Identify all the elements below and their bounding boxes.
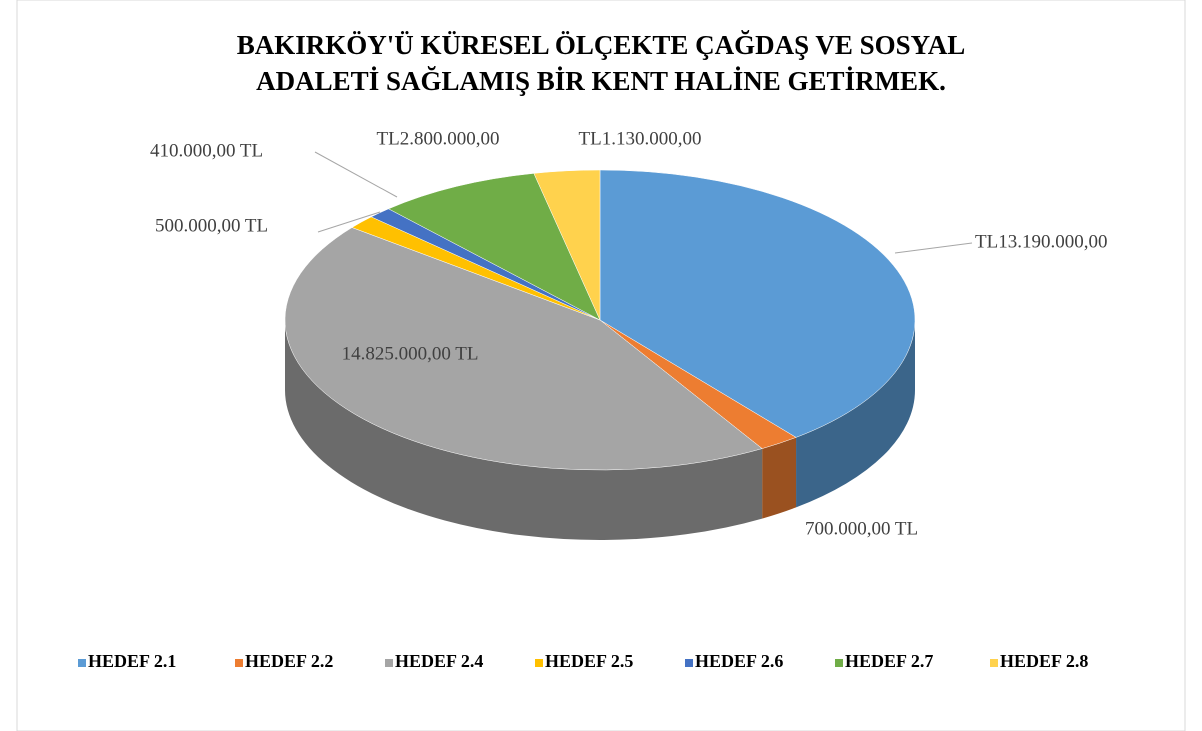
leader-line bbox=[317, 211, 381, 233]
legend-label: HEDEF 2.4 bbox=[395, 651, 483, 671]
legend-label: HEDEF 2.7 bbox=[845, 651, 933, 671]
pie-slice bbox=[533, 169, 601, 321]
pie-slice bbox=[387, 173, 601, 321]
data-label: TL1.130.000,00 bbox=[579, 128, 702, 149]
pie-slice-side bbox=[762, 437, 797, 519]
data-label: TL13.190.000,00 bbox=[975, 231, 1107, 252]
legend-label: HEDEF 2.6 bbox=[695, 651, 783, 671]
leader-line bbox=[894, 242, 973, 254]
data-label: 700.000,00 TL bbox=[805, 518, 918, 539]
pie-slice bbox=[284, 227, 763, 471]
legend-label: HEDEF 2.2 bbox=[245, 651, 333, 671]
chart-title: BAKIRKÖY'Ü KÜRESEL ÖLÇEKTE ÇAĞDAŞ VE SOS… bbox=[237, 30, 965, 60]
legend-swatch bbox=[990, 659, 998, 667]
pie-slice bbox=[599, 169, 916, 438]
leader-line bbox=[314, 151, 398, 198]
legend-swatch bbox=[535, 659, 543, 667]
legend-swatch bbox=[835, 659, 843, 667]
pie-slice-side bbox=[285, 320, 763, 540]
legend-swatch bbox=[685, 659, 693, 667]
legend-swatch bbox=[235, 659, 243, 667]
data-label: 500.000,00 TL bbox=[155, 215, 268, 236]
data-label: 410.000,00 TL bbox=[150, 140, 263, 161]
legend-label: HEDEF 2.8 bbox=[1000, 651, 1088, 671]
data-label: TL2.800.000,00 bbox=[377, 128, 500, 149]
legend-label: HEDEF 2.1 bbox=[88, 651, 176, 671]
legend-label: HEDEF 2.5 bbox=[545, 651, 633, 671]
chart-title: ADALETİ SAĞLAMIŞ BİR KENT HALİNE GETİRME… bbox=[256, 66, 946, 96]
pie-slice-side bbox=[796, 320, 916, 508]
legend-swatch bbox=[78, 659, 86, 667]
legend-swatch bbox=[385, 659, 393, 667]
data-label: 14.825.000,00 TL bbox=[342, 343, 479, 364]
